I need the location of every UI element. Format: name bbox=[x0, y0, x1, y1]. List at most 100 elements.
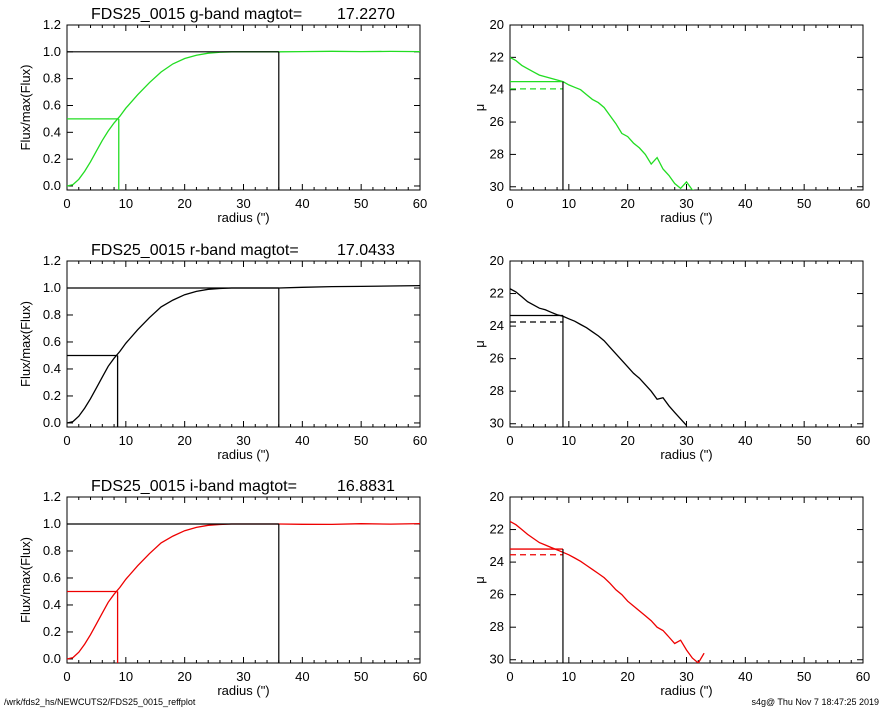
series-line-r bbox=[510, 288, 687, 426]
plot-area bbox=[67, 50, 420, 190]
y-tick-label: 30 bbox=[490, 416, 504, 431]
y-tick-label: 1.0 bbox=[43, 44, 61, 59]
y-tick-label: 0.6 bbox=[43, 570, 61, 585]
y-tick-label: 0.6 bbox=[43, 334, 61, 349]
x-tick-label: 20 bbox=[177, 669, 191, 684]
y-tick-label: 1.0 bbox=[43, 280, 61, 295]
y-tick-label: 1.0 bbox=[43, 516, 61, 531]
y-axis-label: μ bbox=[472, 340, 487, 348]
x-axis-label: radius (") bbox=[217, 210, 269, 225]
y-tick-label: 0.0 bbox=[43, 651, 61, 666]
series-line-i bbox=[510, 520, 705, 663]
x-tick-label: 0 bbox=[506, 433, 513, 448]
panel-g-growth: 0 10 20 30 40 50 60 0.0 0.2 0.4 0.6 0.8 1.0 1.2 radius… bbox=[18, 6, 427, 225]
y-tick-label: 0.4 bbox=[43, 124, 61, 139]
series-line-r bbox=[67, 284, 420, 424]
x-tick-label: 10 bbox=[119, 669, 133, 684]
x-tick-label: 10 bbox=[119, 196, 133, 211]
x-tick-label: 30 bbox=[236, 196, 250, 211]
plot-area bbox=[67, 522, 420, 663]
y-tick-label: 0.2 bbox=[43, 151, 61, 166]
y-tick-label: 0.4 bbox=[43, 361, 61, 376]
y-tick-label: 26 bbox=[490, 114, 504, 129]
x-tick-label: 0 bbox=[506, 669, 513, 684]
x-tick-label: 40 bbox=[295, 433, 309, 448]
y-tick-label: 1.2 bbox=[43, 489, 61, 504]
x-tick-label: 30 bbox=[679, 433, 693, 448]
x-tick-label: 30 bbox=[236, 669, 250, 684]
y-tick-label: 0.8 bbox=[43, 71, 61, 86]
y-tick-label: 0.8 bbox=[43, 307, 61, 322]
x-tick-label: 50 bbox=[354, 196, 368, 211]
y-tick-label: 24 bbox=[490, 554, 504, 569]
y-tick-label: 28 bbox=[490, 619, 504, 634]
y-axis-label: μ bbox=[472, 104, 487, 112]
x-tick-label: 60 bbox=[413, 669, 427, 684]
footer-stamp: s4g@ Thu Nov 7 18:47:25 2019 bbox=[751, 697, 879, 707]
x-axis-label: radius (") bbox=[217, 447, 269, 462]
y-tick-label: 26 bbox=[490, 351, 504, 366]
y-tick-label: 0.2 bbox=[43, 388, 61, 403]
x-tick-label: 20 bbox=[620, 669, 634, 684]
y-axis-label: μ bbox=[472, 576, 487, 584]
y-tick-label: 20 bbox=[490, 17, 504, 32]
x-tick-label: 40 bbox=[738, 433, 752, 448]
plot-area bbox=[67, 284, 420, 427]
x-tick-label: 60 bbox=[856, 669, 870, 684]
x-tick-label: 10 bbox=[119, 433, 133, 448]
plot-area bbox=[510, 56, 695, 190]
y-tick-label: 0.2 bbox=[43, 624, 61, 639]
y-tick-label: 22 bbox=[490, 522, 504, 537]
x-tick-label: 50 bbox=[354, 669, 368, 684]
x-tick-label: 50 bbox=[797, 433, 811, 448]
series-line-g bbox=[510, 56, 695, 190]
y-tick-label: 30 bbox=[490, 179, 504, 194]
panel-r-growth: 0 10 20 30 40 50 60 0.0 0.2 0.4 0.6 0.8 1.0 1.2 radius… bbox=[18, 242, 427, 462]
title-magtot-value: 17.2270 bbox=[337, 6, 395, 23]
x-tick-label: 30 bbox=[236, 433, 250, 448]
x-tick-label: 20 bbox=[177, 196, 191, 211]
y-tick-label: 0.4 bbox=[43, 597, 61, 612]
series-line-g bbox=[67, 50, 420, 187]
y-tick-label: 0.0 bbox=[43, 178, 61, 193]
plot-area bbox=[510, 288, 687, 427]
plot-frame bbox=[66, 24, 421, 191]
x-tick-label: 40 bbox=[738, 669, 752, 684]
x-tick-label: 60 bbox=[413, 433, 427, 448]
title-prefix: FDS25_0015 r-band magtot= bbox=[91, 242, 299, 259]
y-tick-label: 1.2 bbox=[43, 253, 61, 268]
x-tick-label: 50 bbox=[354, 433, 368, 448]
x-tick-label: 20 bbox=[620, 196, 634, 211]
x-tick-label: 40 bbox=[295, 196, 309, 211]
x-tick-label: 40 bbox=[738, 196, 752, 211]
footer-path: /wrk/fds2_hs/NEWCUTS2/FDS25_0015_reffplo… bbox=[4, 697, 196, 707]
x-tick-label: 10 bbox=[562, 196, 576, 211]
x-tick-label: 60 bbox=[856, 196, 870, 211]
y-tick-label: 30 bbox=[490, 652, 504, 667]
y-tick-label: 0.8 bbox=[43, 543, 61, 558]
x-tick-label: 0 bbox=[63, 433, 70, 448]
y-tick-label: 20 bbox=[490, 253, 504, 268]
title-prefix: FDS25_0015 g-band magtot= bbox=[91, 6, 302, 23]
title-prefix: FDS25_0015 i-band magtot= bbox=[91, 478, 297, 495]
y-tick-label: 22 bbox=[490, 49, 504, 64]
y-tick-label: 0.0 bbox=[43, 415, 61, 430]
panel-i-growth: 0 10 20 30 40 50 60 0.0 0.2 0.4 0.6 0.8 1.0 1.2 radius… bbox=[18, 478, 427, 698]
x-tick-label: 50 bbox=[797, 196, 811, 211]
x-tick-label: 10 bbox=[562, 669, 576, 684]
x-axis-label: radius (") bbox=[660, 447, 712, 462]
y-tick-label: 22 bbox=[490, 286, 504, 301]
x-tick-label: 20 bbox=[620, 433, 634, 448]
plot-frame bbox=[66, 496, 421, 664]
y-axis-label: Flux/max(Flux) bbox=[18, 301, 33, 387]
x-tick-label: 50 bbox=[797, 669, 811, 684]
x-axis-label: radius (") bbox=[660, 210, 712, 225]
x-tick-label: 60 bbox=[413, 196, 427, 211]
y-tick-label: 20 bbox=[490, 489, 504, 504]
plot-area bbox=[510, 520, 705, 663]
x-tick-label: 20 bbox=[177, 433, 191, 448]
x-tick-label: 0 bbox=[63, 669, 70, 684]
